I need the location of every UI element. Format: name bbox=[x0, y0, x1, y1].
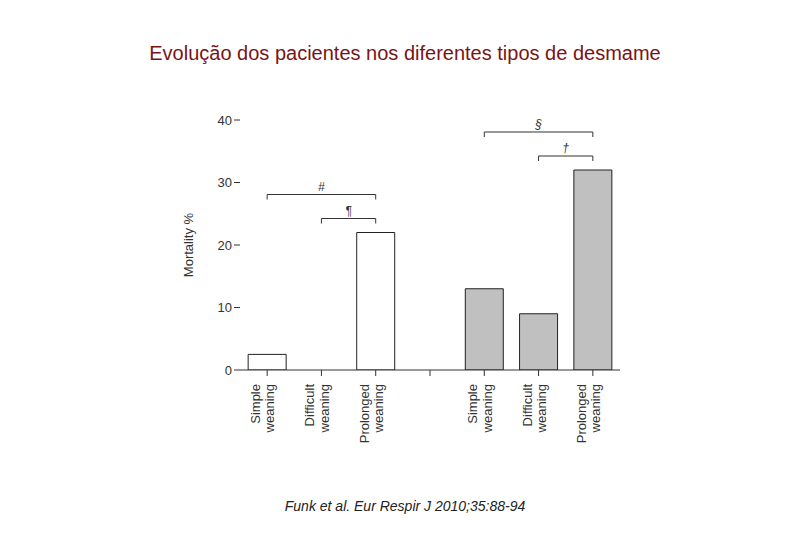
svg-text:#: # bbox=[318, 180, 325, 194]
svg-text:Prolongedweaning: Prolongedweaning bbox=[357, 384, 386, 443]
svg-text:40: 40 bbox=[218, 113, 232, 128]
svg-text:10: 10 bbox=[218, 300, 232, 315]
svg-text:Mortality %: Mortality % bbox=[181, 212, 196, 277]
svg-text:0: 0 bbox=[225, 363, 232, 378]
svg-text:Prolongedweaning: Prolongedweaning bbox=[574, 384, 603, 443]
svg-text:Difficultweaning: Difficultweaning bbox=[520, 384, 549, 434]
svg-text:20: 20 bbox=[218, 238, 232, 253]
html-text:Funk et al. Eur Respir J 2010;: Funk et al. Eur Respir J 2010;35:88-94 bbox=[284, 498, 526, 514]
svg-text:†: † bbox=[562, 141, 569, 155]
svg-text:Difficultweaning: Difficultweaning bbox=[302, 384, 331, 434]
svg-text:Simpleweaning: Simpleweaning bbox=[248, 384, 277, 433]
svg-text:¶: ¶ bbox=[345, 204, 352, 218]
svg-text:§: § bbox=[534, 117, 542, 131]
svg-text:Simpleweaning: Simpleweaning bbox=[465, 384, 494, 433]
html-text:Evolução dos pacientes nos dif: Evolução dos pacientes nos diferentes ti… bbox=[149, 42, 661, 64]
svg-text:30: 30 bbox=[218, 175, 232, 190]
